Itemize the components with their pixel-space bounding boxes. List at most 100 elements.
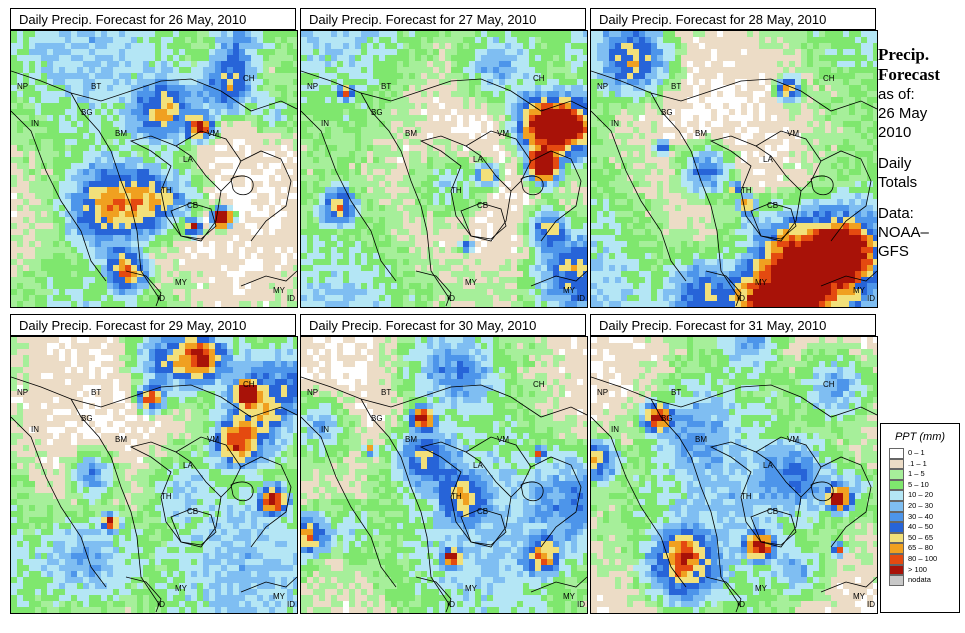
country-label: CB [477, 507, 488, 516]
legend-swatch [889, 522, 904, 533]
daily-totals-line2: Totals [878, 174, 918, 191]
country-border [301, 416, 397, 588]
country-border [70, 398, 162, 608]
country-label: LA [473, 155, 483, 164]
legend-swatch [889, 458, 904, 470]
precip-map: NP BT BG IN BM CH VM LA TH CB MY ID MY ID [10, 336, 298, 614]
legend-title: PPT (mm) [894, 431, 946, 443]
country-label: CB [187, 201, 198, 210]
panel-title: Daily Precip. Forecast for 30 May, 2010 [300, 314, 586, 336]
forecast-panel-4: Daily Precip. Forecast for 29 May, 2010 … [10, 314, 298, 614]
country-border [230, 175, 254, 196]
legend-label: .1 – 1 [908, 458, 927, 468]
legend-item: 5 – 10 [889, 479, 959, 491]
country-label: BT [381, 82, 391, 91]
country-label: MY [273, 286, 286, 295]
legend-label: 20 – 30 [908, 500, 934, 510]
country-label: VM [787, 435, 799, 444]
country-border [11, 376, 297, 418]
country-label: CB [187, 507, 198, 516]
country-border [415, 270, 452, 307]
legend-item: 20 – 30 [889, 500, 959, 512]
panel-title: Daily Precip. Forecast for 31 May, 2010 [590, 314, 876, 336]
forecast-panel-2: Daily Precip. Forecast for 27 May, 2010 … [300, 8, 588, 308]
legend-item: 0 – 1 [889, 448, 959, 459]
legend-label: 50 – 65 [908, 532, 934, 542]
country-label: LA [473, 461, 483, 470]
side-title-line2: Forecast [878, 65, 940, 84]
country-label: ID [867, 600, 875, 609]
country-border [460, 202, 507, 240]
country-label: MY [175, 278, 188, 287]
legend-label: 80 – 100 [908, 553, 938, 563]
country-border [750, 202, 797, 240]
country-border [520, 481, 544, 502]
country-border [125, 270, 162, 307]
country-border [820, 456, 872, 548]
legend-label: 30 – 40 [908, 511, 934, 521]
country-label: ID [577, 294, 585, 303]
country-border [520, 175, 544, 196]
legend-item: .1 – 1 [889, 458, 959, 470]
country-border [810, 175, 834, 196]
country-border [240, 150, 292, 242]
country-label: LA [183, 155, 193, 164]
legend-label: 1 – 5 [908, 469, 925, 479]
country-label: ID [577, 600, 585, 609]
legend-item: 10 – 20 [889, 490, 959, 501]
country-label: ID [447, 600, 455, 609]
precip-map: NP BT BG IN BM CH VM LA TH CB MY ID MY ID [300, 30, 588, 308]
country-label: TH [451, 492, 462, 501]
country-border [240, 576, 297, 593]
country-label: CH [823, 74, 835, 83]
country-border [755, 130, 822, 192]
country-border [709, 441, 802, 548]
country-label: ID [867, 294, 875, 303]
country-label: LA [763, 461, 773, 470]
country-label: BM [695, 435, 707, 444]
country-border [820, 150, 872, 242]
country-label: CH [243, 380, 255, 389]
country-label: LA [763, 155, 773, 164]
country-border [70, 92, 162, 302]
country-border [709, 135, 802, 242]
country-label: VM [207, 129, 219, 138]
country-label: BG [661, 414, 673, 423]
country-label: BT [671, 82, 681, 91]
country-label: TH [451, 186, 462, 195]
forecast-panel-1: Daily Precip. Forecast for 26 May, 2010 … [10, 8, 298, 308]
country-border [129, 135, 222, 242]
country-label: MY [755, 278, 768, 287]
country-label: NP [17, 388, 28, 397]
country-label: BT [671, 388, 681, 397]
country-border [240, 456, 292, 548]
country-label: NP [307, 82, 318, 91]
asof-date-line1: 26 May [878, 105, 928, 122]
country-label: BT [91, 82, 101, 91]
legend-swatch [889, 564, 904, 576]
country-border [820, 270, 877, 287]
country-label: BG [371, 108, 383, 117]
country-border [419, 135, 512, 242]
country-label: MY [563, 286, 576, 295]
legend-swatch [889, 500, 904, 512]
country-border [11, 110, 107, 282]
country-border [360, 398, 452, 608]
country-border [11, 416, 107, 588]
country-label: BG [81, 108, 93, 117]
legend-swatch [889, 553, 904, 565]
country-border [301, 376, 587, 418]
country-label: ID [157, 294, 165, 303]
country-label: IN [611, 119, 619, 128]
country-label: IN [611, 425, 619, 434]
country-label: TH [741, 186, 752, 195]
precip-map: NP BT BG IN BM CH VM LA TH CB MY ID MY ID [300, 336, 588, 614]
country-label: VM [497, 129, 509, 138]
side-title-line1: Precip. [878, 45, 930, 64]
country-border [360, 92, 452, 302]
legend-swatch [889, 490, 904, 501]
country-label: CH [533, 74, 545, 83]
country-label: ID [737, 600, 745, 609]
